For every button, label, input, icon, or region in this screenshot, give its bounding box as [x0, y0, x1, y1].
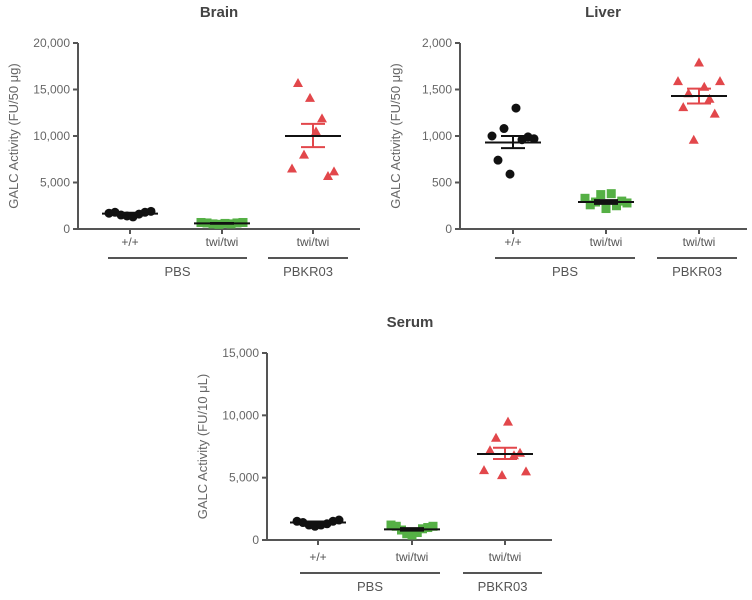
y-axis-label: GALC Activity (FU/50 μg) — [6, 63, 21, 208]
series--pbs — [485, 103, 541, 179]
data-point — [491, 432, 501, 442]
group-label: PBKR03 — [478, 579, 528, 594]
data-point — [323, 170, 333, 180]
chart-title: Serum — [387, 314, 434, 331]
data-point — [715, 76, 725, 86]
data-point — [412, 528, 422, 538]
data-point — [606, 189, 616, 199]
y-tick-label: 1,500 — [422, 83, 452, 97]
data-point — [386, 520, 396, 530]
y-tick-label: 15,000 — [222, 346, 259, 360]
y-tick-label: 500 — [432, 176, 452, 190]
series-twi-twi-pbkr03 — [477, 416, 533, 480]
data-point — [612, 201, 621, 211]
series-twi-twi-pbs — [384, 520, 440, 540]
y-tick-label: 1,000 — [422, 129, 452, 143]
data-point — [709, 108, 720, 118]
data-point — [673, 76, 683, 86]
series-twi-twi-pbs — [194, 217, 250, 229]
chart-panel-serum: Serum GALC Activity (FU/10 μL) 0 5,000 10,00… — [195, 314, 552, 594]
data-point — [317, 113, 327, 123]
chart-panel-brain: Brain GALC Activity (FU/50 μg) 0 5,000 10,00… — [6, 4, 360, 279]
data-point — [521, 466, 531, 476]
x-tick-label: +/+ — [121, 235, 138, 249]
chart-title: Brain — [200, 4, 238, 21]
chart-panel-liver: Liver GALC Activity (FU/50 μg) 0 500 1,000 1,… — [388, 4, 747, 279]
series-twi-twi-pbkr03 — [671, 57, 727, 144]
x-tick-label: +/+ — [504, 235, 521, 249]
series-twi-twi-pbs — [578, 189, 634, 214]
y-tick-label: 5,000 — [40, 176, 70, 190]
y-tick-label: 2,000 — [422, 36, 452, 50]
data-point — [487, 131, 497, 141]
x-tick-label: twi/twi — [590, 235, 623, 249]
data-point — [503, 416, 513, 426]
y-tick-label: 5,000 — [229, 471, 259, 485]
group-label: PBS — [164, 264, 190, 279]
group-label: PBKR03 — [672, 264, 722, 279]
y-tick-label: 10,000 — [33, 129, 70, 143]
x-tick-label: twi/twi — [206, 235, 239, 249]
data-point — [402, 529, 412, 539]
data-point — [493, 155, 503, 165]
data-point — [299, 149, 309, 159]
y-tick-label: 0 — [445, 222, 452, 236]
y-tick-label: 0 — [252, 533, 259, 547]
data-point — [428, 521, 438, 531]
data-point — [407, 530, 417, 540]
data-point — [423, 523, 433, 533]
data-point — [683, 88, 694, 98]
x-tick-label: twi/twi — [489, 550, 522, 564]
data-point — [704, 93, 715, 103]
data-point — [511, 103, 521, 113]
y-axis-label: GALC Activity (FU/10 μL) — [195, 374, 210, 519]
data-point — [479, 465, 489, 475]
x-tick-label: twi/twi — [297, 235, 330, 249]
data-point — [497, 470, 507, 480]
series--pbs — [290, 515, 346, 531]
data-point — [529, 134, 539, 144]
data-point — [287, 163, 297, 173]
x-tick-label: twi/twi — [396, 550, 429, 564]
x-tick-label: +/+ — [309, 550, 326, 564]
y-axis-label: GALC Activity (FU/50 μg) — [388, 63, 403, 208]
y-tick-label: 10,000 — [222, 408, 259, 422]
series--pbs — [102, 206, 158, 222]
y-tick-label: 15,000 — [33, 83, 70, 97]
data-point — [505, 169, 515, 179]
series-twi-twi-pbkr03 — [285, 77, 341, 180]
chart-title: Liver — [585, 4, 621, 21]
data-point — [293, 77, 303, 87]
x-tick-label: twi/twi — [683, 235, 716, 249]
group-label: PBS — [552, 264, 578, 279]
group-label: PBS — [357, 579, 383, 594]
data-point — [694, 57, 704, 67]
data-point — [596, 190, 606, 200]
data-point — [585, 200, 595, 210]
data-point — [678, 102, 689, 112]
data-point — [329, 166, 339, 176]
data-point — [305, 92, 315, 102]
group-label: PBKR03 — [283, 264, 333, 279]
y-tick-label: 20,000 — [33, 36, 70, 50]
data-point — [391, 521, 401, 531]
data-point — [515, 447, 525, 457]
data-point — [485, 445, 495, 455]
y-tick-label: 0 — [63, 222, 70, 236]
data-point — [601, 204, 611, 214]
data-point — [580, 193, 590, 203]
data-point — [499, 124, 509, 134]
data-point — [688, 134, 699, 144]
